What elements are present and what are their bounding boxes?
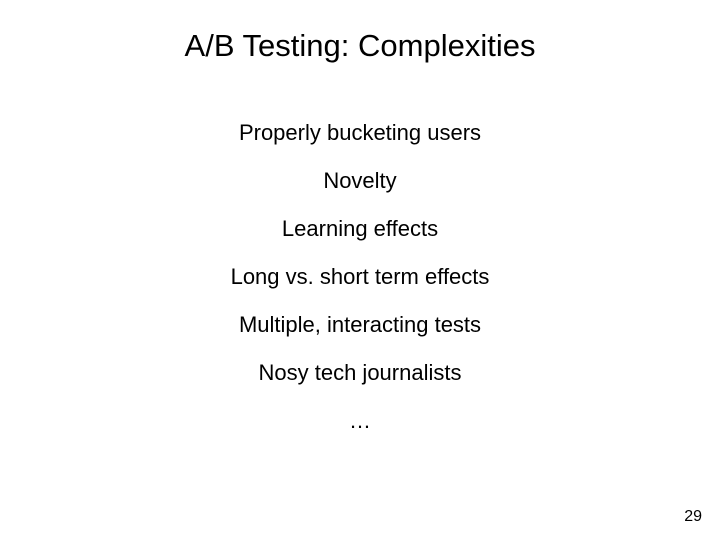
list-item: Multiple, interacting tests [0, 312, 720, 338]
slide-title: A/B Testing: Complexities [0, 0, 720, 64]
list-item: Properly bucketing users [0, 120, 720, 146]
list-item: Long vs. short term effects [0, 264, 720, 290]
list-item: Nosy tech journalists [0, 360, 720, 386]
page-number: 29 [684, 508, 702, 526]
list-item: Novelty [0, 168, 720, 194]
slide-container: A/B Testing: Complexities Properly bucke… [0, 0, 720, 540]
list-item: Learning effects [0, 216, 720, 242]
list-item: … [0, 408, 720, 434]
slide-content: Properly bucketing users Novelty Learnin… [0, 120, 720, 434]
